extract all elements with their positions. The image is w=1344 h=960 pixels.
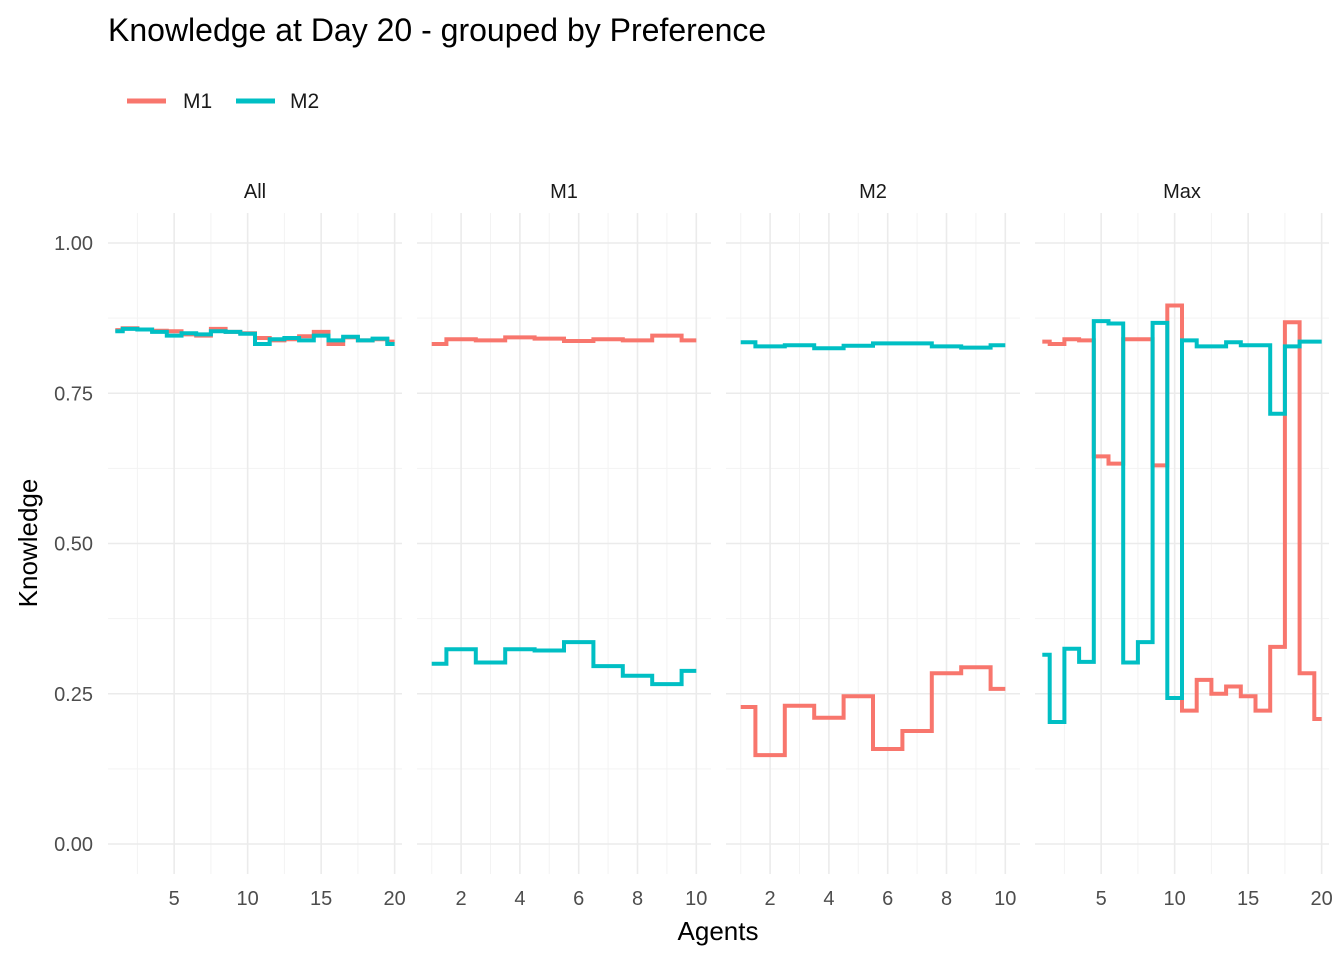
- series-line-m2: [115, 326, 395, 346]
- facet-panels: All 5 10 15 20 M1 2 4 6 8 10 M2 2 4 6 8 10 Max 5 10 15 20: [108, 181, 1333, 910]
- y-tick-label: 0.50: [54, 534, 93, 556]
- y-tick-label: 0.75: [54, 383, 93, 405]
- panel-max: Max 5 10 15 20: [1035, 181, 1333, 910]
- facet-strip-label: All: [244, 181, 266, 203]
- x-tick-label: 15: [1237, 888, 1259, 910]
- y-tick-label: 1.00: [54, 233, 93, 255]
- x-tick-label: 10: [237, 888, 259, 910]
- y-axis: 0.00 0.25 0.50 0.75 1.00: [54, 233, 93, 856]
- y-tick-label: 0.00: [54, 834, 93, 856]
- x-tick-label: 2: [456, 888, 467, 910]
- x-tick-label: 2: [765, 888, 776, 910]
- x-tick-label: 10: [685, 888, 707, 910]
- x-tick-label: 5: [169, 888, 180, 910]
- chart-title: Knowledge at Day 20 - grouped by Prefere…: [108, 12, 766, 48]
- y-tick-label: 0.25: [54, 684, 93, 706]
- x-axis-title: Agents: [678, 916, 759, 946]
- series-line-m1: [740, 665, 1006, 758]
- x-tick-label: 8: [941, 888, 952, 910]
- panel-m1: M1 2 4 6 8 10: [417, 181, 711, 910]
- facet-strip-label: M1: [550, 181, 578, 203]
- x-tick-label: 10: [994, 888, 1016, 910]
- series-line-m2: [740, 340, 1006, 351]
- x-tick-label: 6: [882, 888, 893, 910]
- facet-strip-label: Max: [1163, 181, 1201, 203]
- x-tick-label: 15: [310, 888, 332, 910]
- series-line-m1: [1042, 303, 1322, 721]
- panel-m2: M2 2 4 6 8 10: [726, 181, 1020, 910]
- x-tick-label: 8: [632, 888, 643, 910]
- legend-label-m1: M1: [183, 90, 212, 113]
- series-line-m2: [431, 640, 697, 687]
- x-tick-label: 4: [823, 888, 834, 910]
- series-line-m1: [431, 333, 697, 346]
- panel-all: All 5 10 15 20: [108, 181, 406, 910]
- legend-label-m2: M2: [290, 90, 319, 113]
- facet-strip-label: M2: [859, 181, 887, 203]
- series-line-m2: [1042, 319, 1322, 724]
- legend: M1 M2: [127, 90, 319, 113]
- x-tick-label: 10: [1164, 888, 1186, 910]
- x-tick-label: 20: [1311, 888, 1333, 910]
- x-tick-label: 4: [514, 888, 525, 910]
- x-tick-label: 6: [573, 888, 584, 910]
- y-axis-title: Knowledge: [13, 479, 43, 608]
- x-tick-label: 20: [384, 888, 406, 910]
- x-tick-label: 5: [1096, 888, 1107, 910]
